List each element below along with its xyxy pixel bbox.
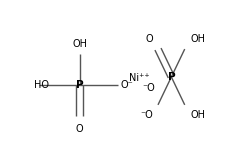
Text: O: O xyxy=(75,124,83,134)
Text: O⁻: O⁻ xyxy=(120,80,133,90)
Text: ⁻O: ⁻O xyxy=(139,110,152,120)
Text: HO: HO xyxy=(34,80,49,90)
Text: OH: OH xyxy=(189,110,204,120)
Text: OH: OH xyxy=(189,34,204,44)
Text: O: O xyxy=(144,34,152,44)
Text: P: P xyxy=(167,72,174,82)
Text: Ni⁺⁺: Ni⁺⁺ xyxy=(129,73,150,83)
Text: ⁻O: ⁻O xyxy=(141,83,154,93)
Text: P: P xyxy=(75,80,83,90)
Text: OH: OH xyxy=(72,39,87,49)
